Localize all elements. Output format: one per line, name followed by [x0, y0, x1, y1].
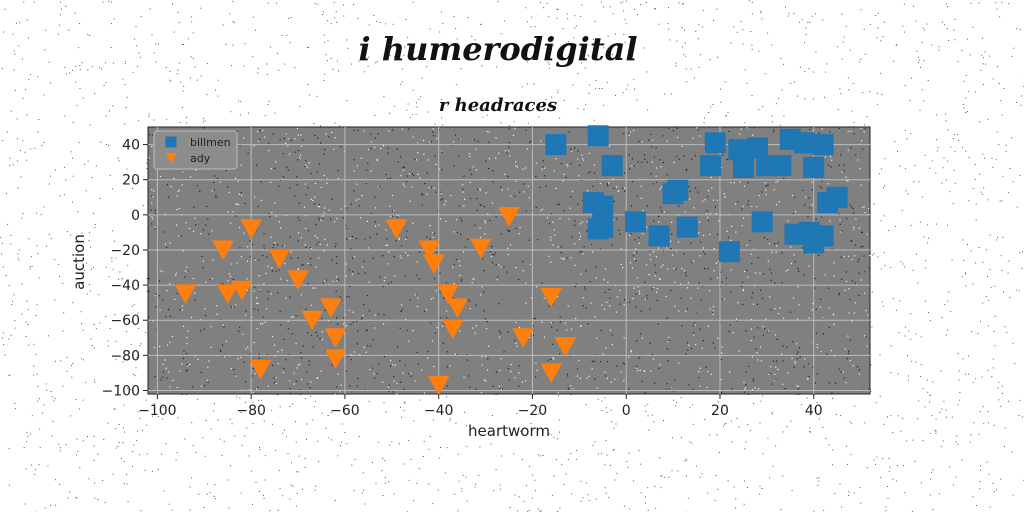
axes: −100 −80 −60 −40 −20 0 20 40 −100 −80 −60 −40 −20 0 20… [102, 138, 823, 419]
legend-marker-ady [165, 153, 177, 164]
billmen-point [648, 225, 670, 247]
ady-point [385, 219, 408, 239]
ady-point [212, 240, 234, 260]
x-tick-label: −40 [424, 403, 454, 419]
y-tick-label: −60 [110, 313, 140, 329]
ady-point [446, 298, 469, 318]
ady-point [427, 375, 450, 396]
ady-point [423, 254, 445, 275]
y-tick-label: −100 [102, 383, 140, 399]
ady-point [512, 328, 534, 348]
x-tick-label: 0 [622, 403, 631, 419]
legend-label-billmen: billmen [190, 136, 231, 149]
ady-point [418, 240, 441, 260]
billmen-point [770, 155, 792, 177]
y-axis-label: auction [70, 234, 88, 290]
billmen-point [592, 195, 614, 217]
billmen-point [728, 139, 750, 161]
billmen-point [746, 137, 768, 159]
billmen-point [545, 134, 567, 156]
ady-point [441, 319, 464, 340]
y-tick-label: 40 [122, 138, 140, 154]
ady-point [324, 349, 347, 369]
data-marks [174, 125, 848, 396]
y-tick-label: −40 [110, 278, 140, 294]
x-tick-label: 20 [711, 403, 729, 419]
billmen-point [587, 125, 609, 147]
billmen-point [812, 134, 834, 156]
billmen-point [676, 216, 698, 238]
billmen-point [732, 156, 754, 178]
x-tick-label: 40 [805, 403, 823, 419]
ady-point [554, 337, 577, 357]
x-tick-label: −20 [518, 403, 548, 419]
legend-marker-billmen [165, 136, 177, 148]
x-tick-label: −60 [330, 403, 360, 419]
x-axis-label: heartworm [468, 422, 550, 440]
billmen-point [601, 155, 623, 177]
ady-point [540, 363, 563, 383]
y-tick-label: −80 [110, 348, 140, 364]
billmen-point [793, 132, 815, 154]
billmen-point [667, 179, 689, 201]
x-tick-label: −80 [236, 403, 266, 419]
billmen-point [751, 211, 773, 233]
ady-point [268, 249, 291, 269]
grid [148, 127, 870, 394]
ady-point [324, 328, 347, 348]
chart-subtitle: r headraces [439, 95, 557, 116]
ady-point [287, 270, 309, 290]
ady-point [174, 284, 197, 304]
billmen-point [803, 156, 825, 178]
billmen-point [704, 132, 726, 154]
x-tick-label: −100 [138, 403, 176, 419]
ady-point [301, 310, 323, 331]
ady-point [240, 219, 262, 239]
billmen-point [700, 155, 722, 177]
ady-point [319, 298, 342, 318]
ady-point [249, 359, 272, 380]
ady-point [437, 284, 459, 304]
y-tick-label: −20 [110, 243, 140, 259]
y-tick-label: 20 [122, 173, 140, 189]
ady-point [216, 284, 239, 304]
y-tick-label: 0 [131, 208, 140, 224]
ady-point [470, 238, 492, 259]
ady-point [230, 280, 253, 301]
billmen-point [592, 216, 614, 238]
chart-title: i humerodigital [359, 30, 638, 68]
legend: billmen ady [153, 130, 238, 170]
ady-point [498, 207, 520, 227]
billmen-point [826, 186, 848, 208]
legend-label-ady: ady [190, 152, 211, 165]
ady-point [540, 287, 563, 308]
billmen-point [718, 241, 740, 263]
billmen-point [625, 211, 647, 233]
billmen-point [812, 225, 834, 247]
